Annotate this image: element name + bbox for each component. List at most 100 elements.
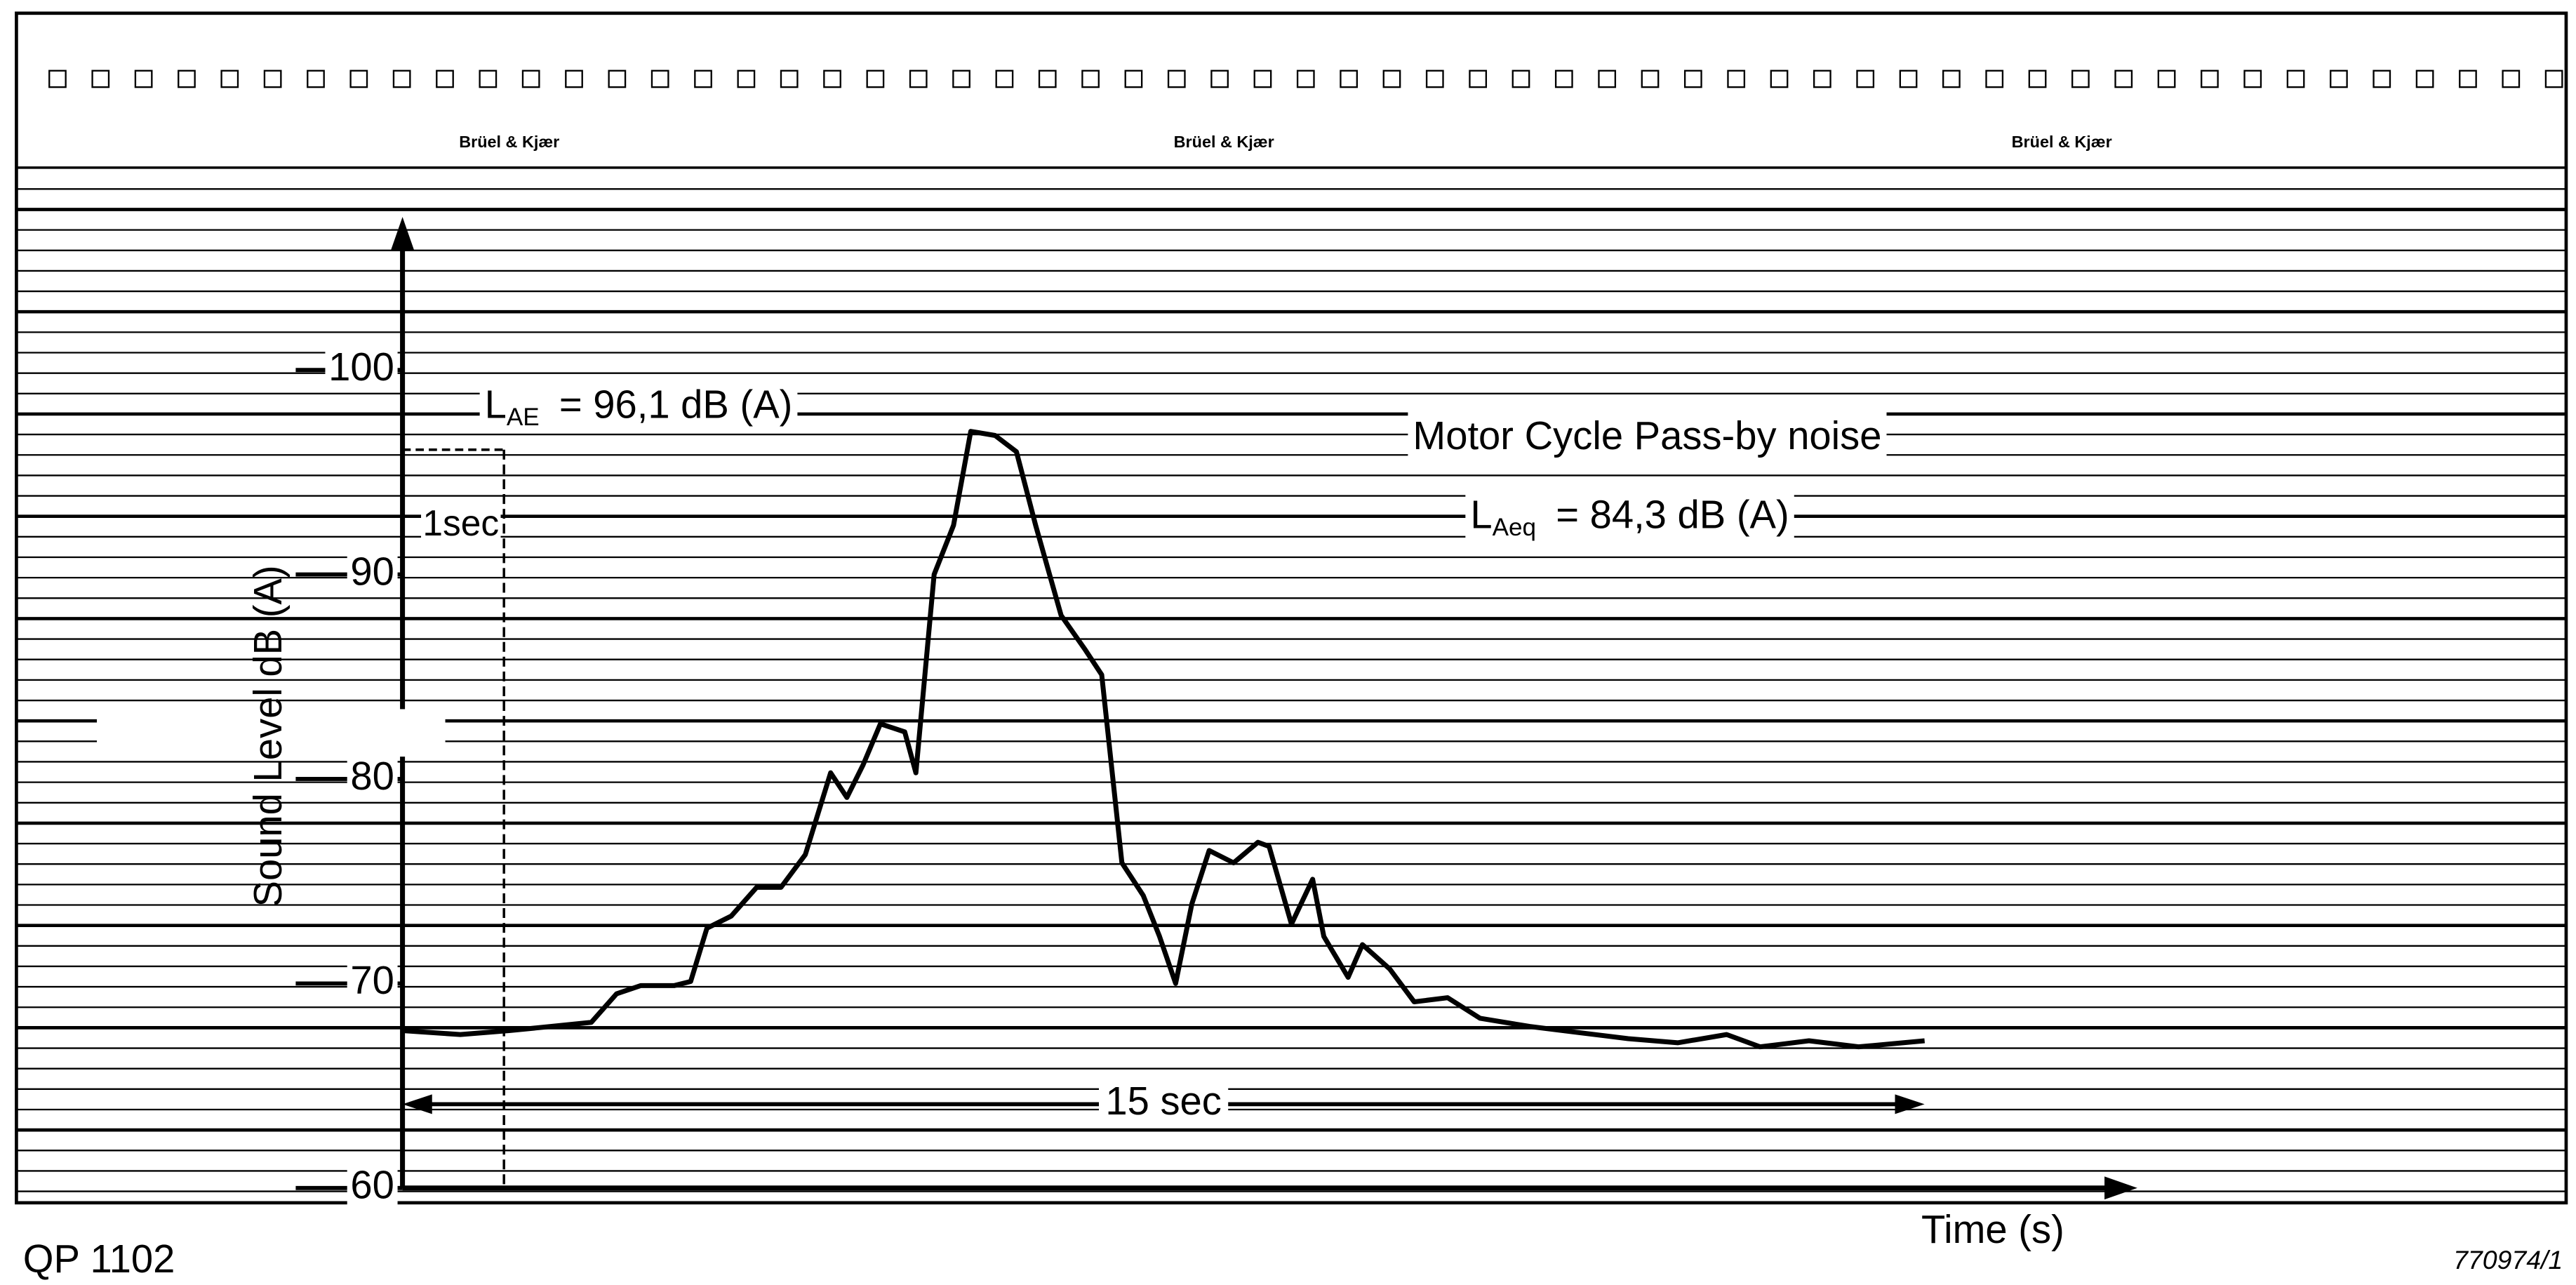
hole — [952, 69, 970, 88]
hole — [1124, 69, 1143, 88]
label-background — [1099, 1077, 1229, 1125]
hole — [1598, 69, 1617, 88]
hole — [2114, 69, 2133, 88]
label-background — [97, 709, 446, 757]
hole — [392, 69, 411, 88]
hole — [1425, 69, 1444, 88]
hole — [1813, 69, 1831, 88]
hole — [694, 69, 712, 88]
hole — [2544, 69, 2563, 88]
hole — [1727, 69, 1746, 88]
level-symbol: L — [485, 382, 507, 427]
label-background — [347, 547, 398, 595]
brand: Brüel & Kjær — [459, 133, 559, 151]
one-sec-label: 1sec — [422, 502, 499, 543]
hole — [1167, 69, 1186, 88]
sprocket-holes — [48, 69, 2563, 88]
hole — [436, 69, 454, 88]
paper-border — [15, 11, 2568, 1205]
hole — [134, 69, 153, 88]
label-background — [421, 500, 501, 545]
hole — [1340, 69, 1359, 88]
hole — [1942, 69, 1961, 88]
hole — [866, 69, 885, 88]
footer-ref: 770974/1 — [2453, 1245, 2563, 1274]
hole — [220, 69, 239, 88]
hole — [479, 69, 498, 88]
hole — [608, 69, 627, 88]
hole — [1382, 69, 1401, 88]
hole — [2243, 69, 2262, 88]
hole — [1210, 69, 1229, 88]
label-background — [1408, 411, 1887, 460]
hole — [178, 69, 196, 88]
x-axis-arrow — [2104, 1176, 2137, 1200]
hole — [1683, 69, 1702, 88]
hole — [2459, 69, 2477, 88]
hole — [909, 69, 928, 88]
hole — [2415, 69, 2434, 88]
hole — [2286, 69, 2305, 88]
hole — [2028, 69, 2047, 88]
hole — [1081, 69, 1100, 88]
hole — [1641, 69, 1660, 88]
hole — [2502, 69, 2521, 88]
hole — [1856, 69, 1875, 88]
hole — [1469, 69, 1488, 88]
level-annotation: LAE = 96,1 dB (A) — [485, 382, 793, 432]
label-background — [1465, 491, 1794, 543]
hole — [823, 69, 841, 88]
hole — [650, 69, 669, 88]
hole — [521, 69, 540, 88]
sound-level-curve — [402, 429, 1926, 1050]
hole — [1985, 69, 2004, 88]
hole — [2330, 69, 2348, 88]
hole — [2157, 69, 2176, 88]
hole — [307, 69, 325, 88]
label-background — [325, 342, 398, 391]
hole — [263, 69, 282, 88]
hole — [1554, 69, 1573, 88]
y-tick-label: 90 — [350, 549, 394, 593]
level-subscript: Aeq — [1493, 514, 1536, 541]
level-text: = 96,1 dB (A) — [559, 382, 793, 427]
hole — [737, 69, 756, 88]
hole — [565, 69, 583, 88]
label-background — [347, 956, 398, 1004]
hole — [349, 69, 368, 88]
hole — [2373, 69, 2391, 88]
level-text: = 84,3 dB (A) — [1556, 492, 1789, 536]
hole — [1770, 69, 1789, 88]
label-background — [479, 380, 798, 433]
y-axis-arrow — [391, 217, 414, 250]
hole — [995, 69, 1014, 88]
label-background — [347, 1161, 398, 1209]
hole — [1511, 69, 1530, 88]
hole — [780, 69, 799, 88]
hole — [1899, 69, 1918, 88]
brand: Brüel & Kjær — [2012, 133, 2112, 151]
y-tick-label: 100 — [328, 345, 394, 389]
hole — [2071, 69, 2090, 88]
hole — [1038, 69, 1057, 88]
y-axis-label: Sound Level dB (A) — [246, 565, 290, 907]
span-arrow — [1895, 1094, 1925, 1114]
hole — [91, 69, 110, 88]
hole — [1253, 69, 1272, 88]
y-tick-label: 80 — [350, 754, 394, 798]
chart-title: Motor Cycle Pass-by noise — [1413, 413, 1881, 458]
y-tick-label: 70 — [350, 958, 394, 1002]
hole — [48, 69, 67, 88]
hole — [2201, 69, 2219, 88]
hole — [1296, 69, 1315, 88]
span-arrow — [402, 1094, 432, 1114]
level-annotation: LAeq = 84,3 dB (A) — [1470, 492, 1789, 541]
label-background — [347, 752, 398, 800]
paper-lines — [16, 188, 2566, 1192]
y-tick-label: 60 — [350, 1163, 394, 1207]
footer-code: QP 1102 — [23, 1237, 175, 1281]
brand: Brüel & Kjær — [1174, 133, 1274, 151]
level-symbol: L — [1470, 492, 1492, 536]
